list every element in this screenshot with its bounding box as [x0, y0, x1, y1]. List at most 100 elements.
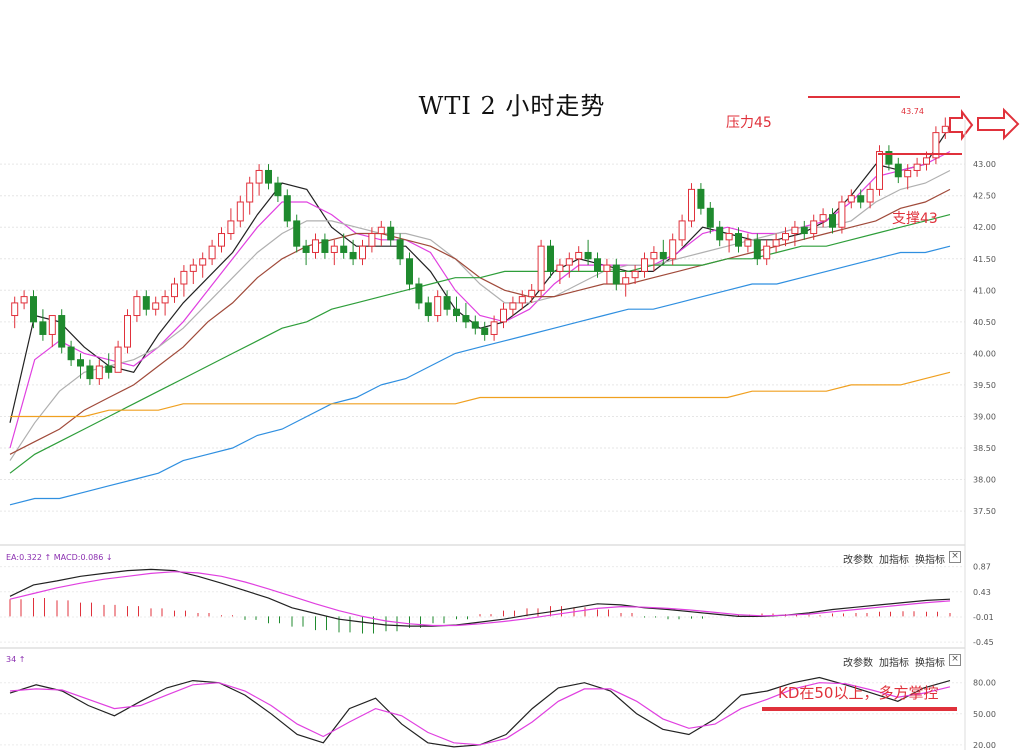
peak-value-label: 43.74: [901, 107, 924, 116]
candle-body: [772, 239, 780, 247]
macd-change-params-button[interactable]: 改参数: [843, 555, 873, 566]
candle-body: [631, 270, 639, 279]
candle-body: [706, 207, 714, 228]
y-tick-label: 38.50: [973, 444, 996, 453]
candle-body: [387, 226, 395, 241]
candle-body: [462, 315, 470, 323]
candle-body: [744, 239, 752, 247]
macd-y-tick-label: -0.01: [973, 613, 994, 622]
candle-body: [199, 258, 207, 266]
right-arrow-icon-large: [977, 107, 1020, 141]
candle-body: [114, 346, 122, 373]
candle-body: [659, 251, 667, 260]
candle-body: [161, 296, 169, 304]
candle-body: [537, 245, 545, 291]
candle-body: [857, 195, 865, 203]
candle-body: [246, 182, 254, 203]
kd-annotation: KD在50以上，多方掌控: [778, 684, 939, 702]
candle-body: [829, 214, 836, 228]
candle-body: [406, 258, 413, 285]
chart-title: WTI 2 小时走势: [418, 92, 606, 120]
candle-body: [377, 226, 385, 235]
moving-average-line: [10, 371, 951, 418]
candle-body: [847, 195, 855, 203]
main-y-axis: 43.00 42.50 42.00 41.50 41.00 40.50 40.00 39.50…: [973, 160, 996, 516]
candle-body: [575, 251, 583, 260]
candle-body: [509, 302, 517, 310]
candle-body: [312, 239, 319, 253]
candle-body: [753, 239, 761, 260]
macd-switch-indicator-button[interactable]: 换指标: [915, 555, 945, 566]
candle-body: [77, 359, 84, 367]
kd-add-indicator-button[interactable]: 加指标: [879, 658, 909, 669]
kd-close-icon[interactable]: ×: [949, 654, 961, 666]
y-tick-label: 41.00: [973, 286, 996, 295]
moving-average-line: [9, 214, 951, 474]
candle-body: [622, 277, 630, 285]
candle-body: [11, 302, 19, 317]
y-tick-label: 40.50: [973, 318, 996, 327]
candle-body: [434, 296, 442, 317]
candle-body: [95, 365, 103, 380]
candle-body: [678, 220, 686, 241]
y-tick-label: 39.50: [973, 381, 996, 390]
candle-body: [800, 226, 808, 235]
kd-indicator: [0, 676, 965, 748]
macd-close-icon[interactable]: ×: [949, 551, 961, 563]
candle-body: [424, 302, 432, 317]
candle-body: [86, 365, 94, 380]
candle-body: [669, 239, 677, 260]
candle-body: [227, 220, 235, 235]
candle-body: [39, 321, 47, 335]
macd-dea-line: [9, 571, 951, 627]
candle-body: [894, 163, 902, 178]
candle-body: [58, 315, 66, 348]
candle-body: [932, 132, 940, 159]
y-tick-label: 39.00: [973, 412, 996, 421]
candle-body: [500, 308, 507, 323]
candle-body: [547, 245, 554, 272]
macd-y-tick-label: 0.43: [973, 588, 991, 597]
y-tick-label: 38.00: [973, 476, 996, 485]
candle-body: [171, 283, 178, 298]
y-tick-label: 41.50: [973, 255, 996, 264]
candle-body: [612, 264, 620, 285]
candle-body: [866, 188, 874, 203]
candle-body: [142, 296, 150, 310]
candle-body: [180, 270, 188, 285]
kd-switch-indicator-button[interactable]: 换指标: [915, 658, 945, 669]
candle-body: [396, 239, 404, 260]
candle-body: [293, 220, 301, 247]
macd-indicator: [0, 566, 965, 643]
macd-y-axis: 0.87 0.43 -0.01 -0.45: [973, 563, 994, 648]
main-gridlines: [0, 163, 965, 512]
candle-body: [490, 321, 498, 335]
kd-change-params-button[interactable]: 改参数: [843, 658, 873, 669]
candle-body: [735, 233, 742, 247]
moving-average-line: [9, 125, 951, 423]
candle-body: [152, 302, 160, 310]
kd-legend: 34 ↑: [6, 655, 26, 664]
candle-body: [20, 296, 28, 304]
support-annotation: 支撑43: [892, 211, 938, 227]
candle-body: [415, 283, 423, 304]
candle-body: [133, 296, 141, 317]
resistance-annotation: 压力45: [726, 115, 772, 131]
candle-body: [594, 258, 601, 272]
y-tick-label: 43.00: [973, 160, 996, 169]
candle-body: [941, 125, 949, 134]
candle-body: [810, 220, 818, 235]
candle-body: [208, 245, 216, 260]
y-tick-label: 42.50: [973, 192, 996, 201]
candle-body: [904, 169, 912, 178]
kd-y-tick-label: 80.00: [973, 679, 996, 688]
y-tick-label: 42.00: [973, 223, 996, 232]
candle-body: [688, 188, 695, 222]
candle-body: [349, 251, 357, 260]
candle-body: [340, 245, 348, 253]
candlesticks: [11, 117, 949, 385]
candle-body: [368, 233, 376, 247]
candle-body: [471, 321, 479, 329]
macd-add-indicator-button[interactable]: 加指标: [879, 555, 909, 566]
